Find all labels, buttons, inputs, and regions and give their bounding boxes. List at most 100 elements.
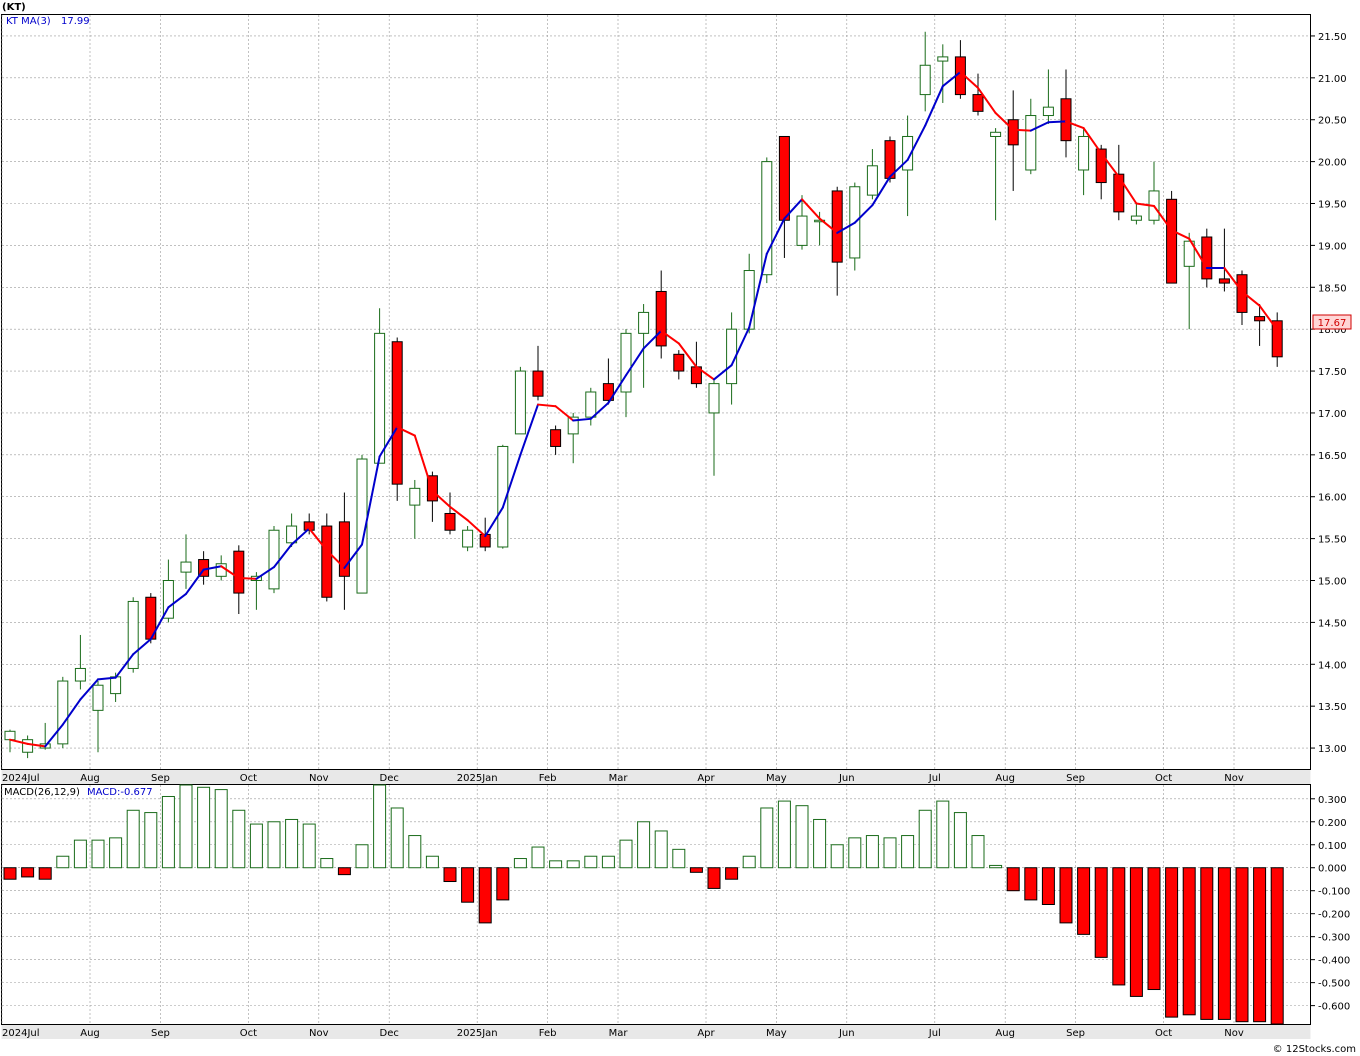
candle [550, 425, 562, 455]
candle-body [937, 56, 949, 62]
candle [391, 337, 403, 501]
ma-segment [1082, 127, 1103, 155]
candle-body [743, 270, 755, 330]
ma-segment [994, 112, 1015, 131]
candle-body [180, 561, 192, 573]
price-tick-label: 13.00 [1318, 744, 1347, 755]
macd-bar [1112, 867, 1126, 986]
ma-segment [889, 158, 909, 178]
macd-bar [865, 835, 879, 869]
candle [1113, 144, 1125, 221]
candle-body [462, 529, 474, 548]
ma-segment [801, 198, 821, 220]
macd-bar [689, 867, 703, 873]
ma-segment [959, 70, 979, 89]
candle-body [778, 135, 790, 221]
ma-segment [765, 217, 786, 255]
price-tick-label: 21.00 [1318, 74, 1347, 85]
price-tick-label: 17.00 [1318, 409, 1347, 420]
ma-segment [977, 86, 997, 115]
price-candles [4, 31, 1283, 759]
candle [1078, 128, 1090, 196]
candle-body [92, 684, 104, 711]
candle [866, 149, 878, 200]
macd-bar [777, 800, 791, 869]
macd-bar [830, 844, 844, 869]
candle [655, 270, 667, 359]
macd-bar [320, 858, 334, 869]
macd-bar [971, 835, 985, 869]
ma-segment [484, 506, 504, 538]
candle [268, 526, 280, 594]
candle [462, 526, 474, 552]
ma-segment [1047, 120, 1067, 124]
candle-body [902, 135, 914, 171]
ma-segment [677, 342, 698, 368]
macd-tick-label: -0.100 [1318, 887, 1350, 898]
price-x-tick-label: Nov [309, 773, 329, 784]
macd-x-tick-label: Jul [928, 1028, 941, 1039]
ma-segment [519, 403, 539, 456]
candle-body [1078, 135, 1090, 171]
ma-segment [818, 217, 839, 234]
ma-segment [713, 364, 733, 381]
ma-segment [836, 221, 856, 234]
price-tick-label: 18.50 [1318, 283, 1347, 294]
macd-bar [654, 830, 668, 869]
candle-body [831, 190, 843, 263]
candle-body [620, 332, 632, 393]
candle [303, 513, 315, 535]
candle [620, 329, 632, 418]
price-tick-label: 17.50 [1318, 367, 1347, 378]
candle-body [57, 680, 69, 745]
candle [286, 513, 298, 547]
macd-bar [56, 855, 70, 869]
candle-body [532, 370, 544, 397]
macd-x-axis: 2024Jul Aug Sep Oct Nov Dec 2025Jan Feb Mar Apr Ma… [2, 1028, 1244, 1039]
macd-x-axis-bar [1, 1025, 1311, 1039]
price-tick-label: 16.50 [1318, 451, 1347, 462]
ma-segment [202, 565, 223, 571]
ma-segment [1012, 128, 1032, 132]
candle-body [972, 94, 984, 112]
candle-body [866, 165, 878, 196]
credit-label: © 12Stocks.com [1273, 1044, 1356, 1055]
candle-body [1060, 98, 1072, 142]
ma-segment [1258, 304, 1279, 332]
ma-segment [431, 489, 451, 508]
price-tick-label: 15.50 [1318, 535, 1347, 546]
candle-body [74, 667, 86, 682]
ma-segment [853, 204, 874, 224]
macd-x-tick-label: 2024Jul [2, 1028, 40, 1039]
macd-bar [918, 809, 932, 869]
ma-segment [132, 638, 152, 656]
macd-tick-label: -0.500 [1318, 979, 1350, 990]
candle-body [761, 161, 773, 276]
macd-legend-value: MACD:-0.677 [87, 787, 153, 798]
candle [1025, 98, 1037, 175]
candle-body [268, 529, 280, 590]
candle-body [1183, 240, 1195, 267]
macd-bar [637, 821, 651, 869]
macd-bar [1147, 867, 1161, 991]
candle [602, 358, 614, 405]
ma-segment [1100, 152, 1120, 178]
macd-bar [936, 800, 950, 869]
macd-x-tick-label: Feb [539, 1028, 557, 1039]
candle-body [1025, 115, 1037, 171]
candle [338, 492, 350, 610]
price-x-tick-label: Sep [1066, 773, 1085, 784]
candle [761, 157, 773, 284]
candle-body [1130, 215, 1142, 221]
ma-segment [1223, 267, 1243, 293]
macd-x-tick-label: Nov [309, 1028, 329, 1039]
candle-body [796, 215, 808, 246]
ma-line [9, 70, 1279, 748]
ma-segment [361, 455, 381, 546]
price-tick-label: 15.00 [1318, 577, 1347, 588]
macd-bar [513, 858, 527, 869]
macd-bar [21, 867, 35, 878]
macd-bar [1270, 867, 1284, 1025]
ma-segment [290, 527, 311, 546]
price-x-tick-label: Sep [151, 773, 170, 784]
